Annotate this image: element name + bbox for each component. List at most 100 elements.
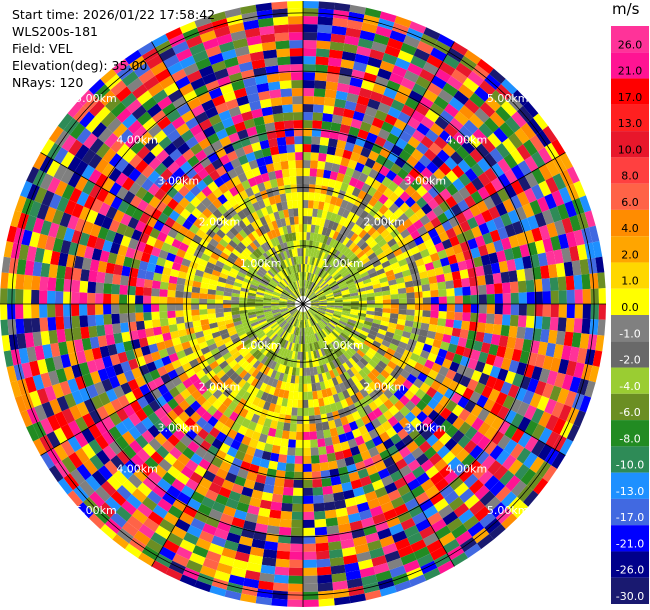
range-gate bbox=[172, 96, 187, 110]
range-gate bbox=[101, 378, 113, 392]
range-grid bbox=[0, 1, 606, 607]
range-gate bbox=[231, 292, 240, 298]
range-gate bbox=[237, 241, 247, 251]
range-gate bbox=[325, 362, 333, 372]
range-gate bbox=[3, 350, 14, 367]
range-gate bbox=[89, 137, 105, 154]
range-gate bbox=[290, 309, 298, 315]
range-gate bbox=[262, 548, 278, 559]
range-gate bbox=[47, 222, 60, 238]
range-gate bbox=[273, 312, 282, 318]
colorbar-segment bbox=[611, 26, 649, 53]
range-gate bbox=[557, 317, 567, 332]
range-gate bbox=[248, 286, 258, 292]
range-gate bbox=[315, 349, 321, 359]
range-gate bbox=[310, 144, 320, 153]
range-gate bbox=[333, 2, 351, 12]
range-gate bbox=[273, 313, 282, 319]
range-gate bbox=[241, 486, 254, 498]
range-gate bbox=[267, 258, 275, 267]
range-gate bbox=[278, 372, 285, 382]
range-gate bbox=[304, 288, 307, 297]
range-gate bbox=[212, 409, 224, 421]
range-gate bbox=[501, 513, 518, 530]
range-gate bbox=[116, 527, 134, 544]
range-gate bbox=[335, 325, 344, 333]
range-gate bbox=[188, 358, 200, 368]
range-gate bbox=[122, 148, 137, 164]
range-gate bbox=[284, 184, 292, 194]
range-gate bbox=[215, 294, 224, 300]
range-gate bbox=[256, 330, 265, 337]
range-gate bbox=[393, 364, 404, 375]
range-gate bbox=[443, 470, 459, 485]
range-gate bbox=[231, 310, 240, 316]
range-gate bbox=[430, 296, 439, 304]
range-gate bbox=[342, 308, 351, 312]
range-gate bbox=[470, 404, 484, 418]
range-gate bbox=[308, 200, 314, 209]
range-gate bbox=[227, 206, 238, 217]
colorbar-tick-label: -6.0 bbox=[619, 406, 640, 419]
range-gate bbox=[205, 338, 216, 347]
range-gate bbox=[545, 414, 559, 432]
range-gate bbox=[573, 229, 585, 246]
range-gate bbox=[150, 61, 167, 76]
range-gate bbox=[279, 307, 288, 311]
range-gate bbox=[47, 290, 56, 304]
range-gate bbox=[355, 281, 364, 287]
range-gate bbox=[135, 295, 144, 304]
range-gate bbox=[63, 316, 73, 330]
range-gate bbox=[6, 365, 18, 383]
range-gate bbox=[358, 229, 368, 239]
colorbar-segment bbox=[611, 577, 649, 604]
range-gate bbox=[350, 204, 359, 214]
range-gate bbox=[301, 288, 303, 297]
range-gate bbox=[314, 358, 320, 367]
range-gate bbox=[517, 105, 534, 123]
range-gate bbox=[357, 290, 367, 296]
range-gate bbox=[52, 355, 64, 371]
range-gate bbox=[444, 437, 458, 452]
colorbar-segment bbox=[611, 78, 649, 105]
range-gate bbox=[425, 465, 439, 479]
range-gate bbox=[116, 222, 128, 236]
range-gate bbox=[424, 485, 440, 499]
range-gate bbox=[91, 248, 103, 261]
range-gate bbox=[237, 425, 248, 436]
range-gate bbox=[32, 331, 43, 347]
range-gate bbox=[312, 316, 319, 324]
range-gate bbox=[71, 390, 84, 405]
range-gate bbox=[146, 103, 162, 118]
range-gate bbox=[392, 174, 404, 186]
range-gate bbox=[305, 288, 308, 297]
range-gate bbox=[317, 438, 326, 448]
range-gate bbox=[303, 48, 317, 57]
range-gate bbox=[348, 334, 357, 342]
range-gate bbox=[7, 319, 17, 335]
range-gate bbox=[307, 256, 311, 265]
range-gate bbox=[183, 251, 194, 261]
range-gate bbox=[271, 306, 280, 310]
range-gate bbox=[526, 291, 535, 304]
range-gate bbox=[263, 241, 271, 251]
range-gate bbox=[299, 288, 302, 297]
range-gate bbox=[249, 497, 262, 508]
range-gate bbox=[238, 229, 248, 239]
range-gate bbox=[303, 208, 309, 217]
range-gate bbox=[52, 237, 64, 253]
range-gate bbox=[365, 64, 380, 76]
range-gate bbox=[516, 401, 530, 417]
range-gate bbox=[212, 388, 223, 400]
range-gate bbox=[239, 290, 249, 296]
range-gate bbox=[94, 237, 106, 251]
range-gate bbox=[529, 456, 545, 474]
range-gate bbox=[255, 341, 264, 350]
range-gate bbox=[437, 212, 449, 224]
range-gate bbox=[325, 81, 339, 91]
range-gate bbox=[166, 346, 177, 356]
range-gate bbox=[225, 230, 236, 240]
range-gate bbox=[403, 70, 420, 84]
range-gate bbox=[206, 405, 218, 416]
range-gate bbox=[263, 337, 271, 346]
